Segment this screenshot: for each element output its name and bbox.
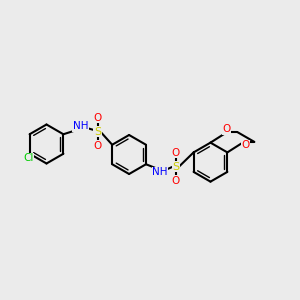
Text: O: O [94,141,102,151]
Text: O: O [222,124,230,134]
Text: O: O [241,140,250,151]
Text: O: O [94,113,102,123]
Text: O: O [172,176,180,186]
Text: Cl: Cl [23,153,33,163]
Text: S: S [94,127,101,137]
Text: O: O [172,148,180,158]
Text: NH: NH [152,167,167,177]
Text: NH: NH [73,121,88,131]
Text: S: S [172,162,179,172]
